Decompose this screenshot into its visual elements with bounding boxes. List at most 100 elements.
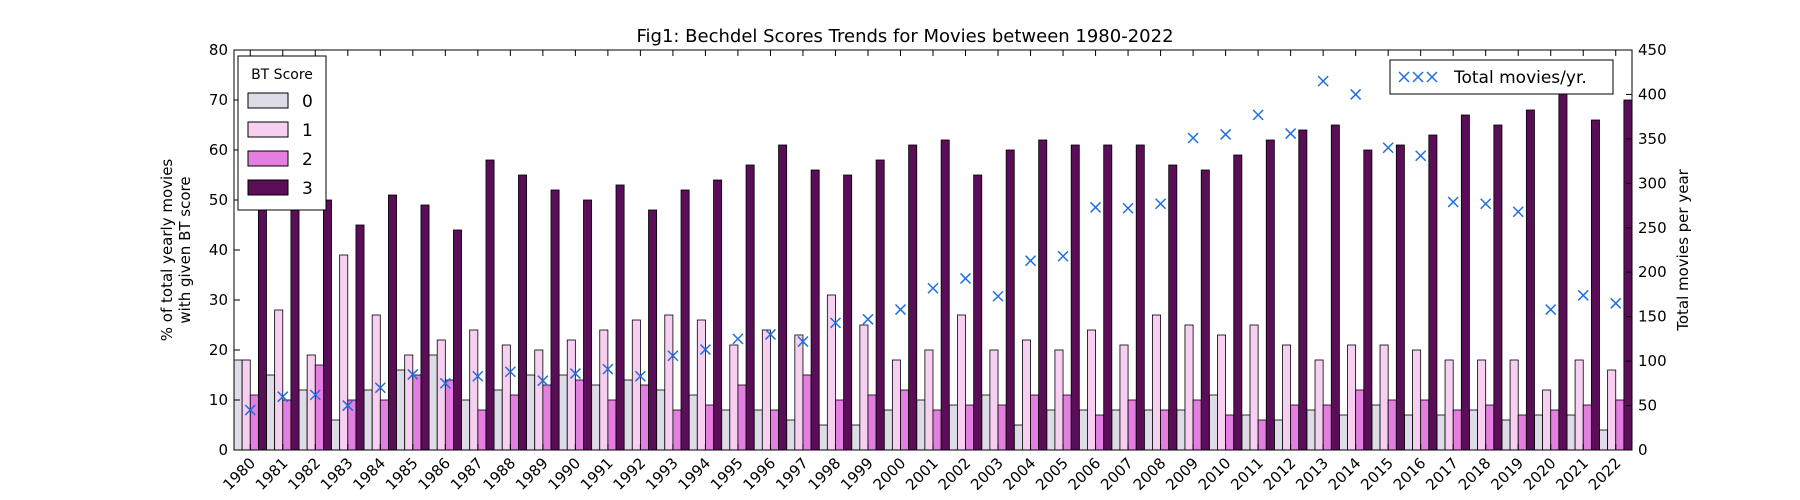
total-marker-1983 — [342, 400, 354, 412]
bar-score-0-1998 — [818, 424, 828, 451]
bar-score-2-1991 — [607, 399, 617, 451]
right-tick-label: 350 — [1638, 130, 1667, 148]
total-marker-1985 — [407, 368, 419, 380]
x-tick-label: 2012 — [1260, 454, 1300, 494]
bar-score-1-1996 — [761, 329, 771, 451]
bar-score-3-2020 — [1558, 79, 1568, 451]
right-tick-label: 250 — [1638, 219, 1667, 237]
bar-score-1-2018 — [1477, 359, 1487, 451]
total-marker-1993 — [667, 350, 679, 362]
total-marker-2006 — [1090, 201, 1102, 213]
bar-score-2-2011 — [1257, 419, 1267, 451]
bar-score-3-2022 — [1623, 99, 1633, 451]
bar-score-2-2016 — [1420, 399, 1430, 451]
bar-score-0-2019 — [1501, 419, 1511, 451]
bar-score-3-2018 — [1493, 124, 1503, 451]
total-marker-2015 — [1382, 142, 1394, 154]
bar-score-3-1983 — [355, 224, 365, 451]
bar-score-3-2015 — [1395, 144, 1405, 451]
legend-swatch-0 — [247, 92, 289, 109]
legend-title: BT Score — [251, 67, 313, 83]
x-tick-label: 1986 — [414, 454, 454, 494]
bar-score-1-1984 — [371, 314, 381, 451]
bar-score-0-2018 — [1469, 409, 1478, 451]
bar-score-0-1983 — [331, 419, 341, 451]
total-marker-1981 — [277, 391, 289, 403]
bar-score-0-1985 — [396, 369, 406, 451]
bar-score-0-1993 — [656, 389, 666, 451]
bar-score-0-2015 — [1371, 404, 1381, 451]
bar-score-1-2022 — [1607, 369, 1617, 451]
x-tick-label: 2003 — [967, 454, 1007, 494]
x-tick-label: 2011 — [1227, 454, 1267, 494]
bar-score-1-1981 — [274, 309, 284, 451]
total-marker-1984 — [374, 382, 386, 394]
x-tick-label: 1988 — [479, 454, 519, 494]
x-tick-label: 1994 — [675, 454, 715, 494]
total-marker-2011 — [1252, 109, 1264, 121]
total-marker-2018 — [1480, 198, 1492, 210]
x-tick-label: 1987 — [447, 454, 487, 494]
x-tick-label: 2004 — [1000, 454, 1040, 494]
bar-score-2-1990 — [574, 379, 584, 451]
bar-score-0-2010 — [1208, 394, 1218, 451]
bar-score-2-2007 — [1127, 399, 1137, 451]
bar-score-2-2013 — [1322, 404, 1332, 451]
total-marker-1995 — [732, 333, 744, 345]
bar-score-1-2010 — [1217, 334, 1227, 451]
bar-score-1-1993 — [664, 314, 674, 451]
bar-score-3-2011 — [1265, 139, 1275, 451]
total-marker-2013 — [1317, 75, 1329, 87]
x-tick-label: 2020 — [1520, 454, 1560, 494]
x-tick-label: 1991 — [577, 454, 617, 494]
bar-score-0-2005 — [1046, 409, 1056, 451]
x-tick-label: 2015 — [1357, 454, 1397, 494]
bar-score-2-2015 — [1387, 399, 1397, 451]
bar-score-0-2001 — [916, 399, 926, 451]
bar-score-0-1980 — [233, 359, 243, 451]
bar-score-2-1981 — [282, 399, 292, 451]
total-marker-2002 — [959, 272, 972, 284]
x-tick-label: 1982 — [284, 454, 324, 494]
total-marker-1987 — [472, 370, 484, 382]
bars-group — [233, 79, 1633, 451]
bar-score-0-2002 — [948, 404, 958, 451]
bar-score-2-2004 — [1030, 394, 1040, 451]
x-tick-label: 2019 — [1487, 454, 1527, 494]
bar-score-0-1991 — [591, 384, 601, 451]
total-marker-2022 — [1610, 297, 1622, 309]
right-tick-label: 0 — [1638, 441, 1648, 459]
right-axis-label: Total movies per year — [1674, 168, 1692, 331]
total-marker-2008 — [1155, 198, 1167, 210]
bar-score-1-1997 — [794, 334, 804, 451]
bar-score-2-2014 — [1355, 389, 1365, 451]
bar-score-0-1994 — [688, 394, 698, 451]
bar-score-2-1994 — [705, 404, 714, 451]
x-tick-label: 2002 — [935, 454, 975, 494]
bar-score-2-1986 — [444, 379, 454, 451]
right-tick-label: 400 — [1638, 85, 1667, 103]
right-tick-label: 150 — [1638, 308, 1667, 326]
legend-label-1: 1 — [302, 121, 313, 141]
total-marker-2010 — [1220, 128, 1232, 140]
x-tick-label: 2018 — [1455, 454, 1495, 494]
bar-score-0-2013 — [1306, 409, 1316, 451]
bar-score-0-2009 — [1176, 409, 1186, 451]
bar-score-0-1981 — [266, 374, 276, 451]
left-axis-label-line1: % of total yearly movies — [158, 159, 176, 342]
bar-score-2-1988 — [509, 394, 519, 451]
bar-score-3-1990 — [583, 199, 593, 451]
bar-score-2-1980 — [249, 394, 259, 451]
bar-score-0-2007 — [1111, 409, 1121, 451]
bar-score-2-1985 — [412, 374, 422, 451]
bar-score-3-2009 — [1200, 169, 1210, 451]
total-marker-1991 — [602, 363, 614, 375]
bar-score-0-2016 — [1404, 414, 1413, 451]
bar-score-0-2022 — [1599, 429, 1609, 451]
bar-score-1-2004 — [1022, 339, 1031, 451]
bar-score-0-1989 — [526, 374, 536, 451]
bt-score-legend: BT Score 0 1 2 3 — [237, 55, 327, 211]
bar-score-0-1986 — [428, 354, 438, 451]
bar-score-2-2021 — [1582, 404, 1592, 451]
bar-score-3-1989 — [550, 189, 560, 451]
